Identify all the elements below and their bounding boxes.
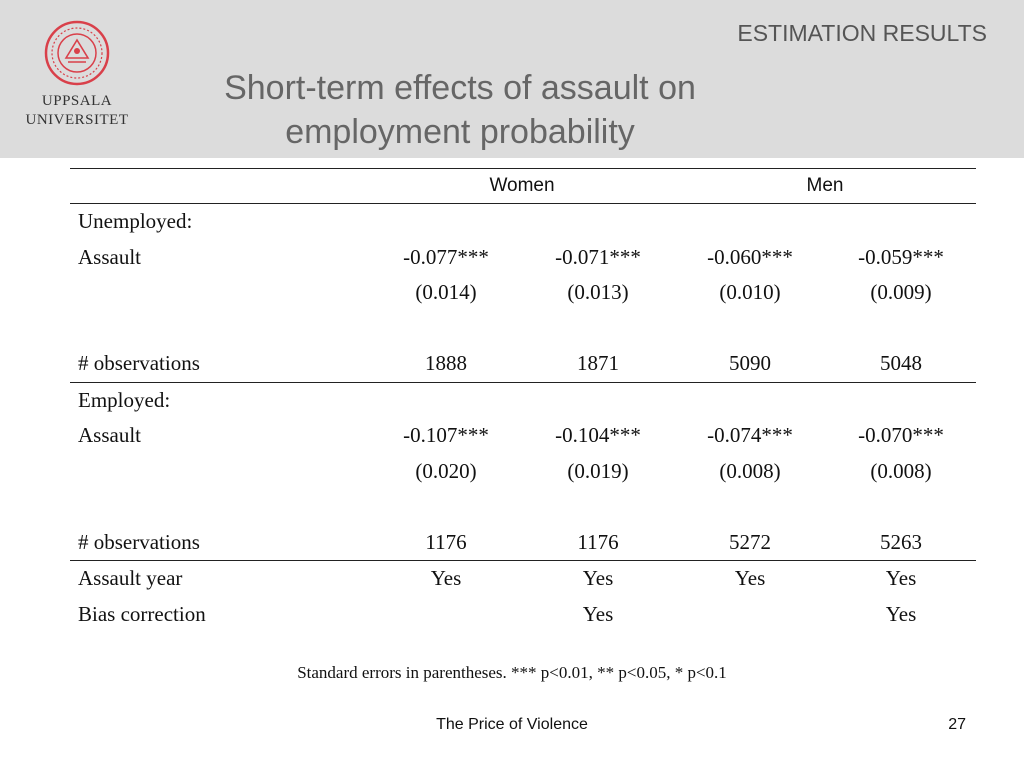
table-row: (0.020) (0.019) (0.008) (0.008) (70, 454, 976, 490)
coefficient-cell: -0.060*** (707, 244, 793, 269)
title-line-1: Short-term effects of assault on (224, 69, 696, 107)
table-row: Employed: (70, 382, 976, 418)
spacer-row (70, 311, 976, 347)
observations-cell: 1888 (370, 346, 522, 383)
university-seal-icon (44, 20, 110, 86)
table-header-row: Women Men (70, 168, 976, 204)
row-label: Assault year (78, 566, 183, 591)
std-error-cell: (0.008) (719, 458, 781, 483)
slide-title: Short-term effects of assault on employm… (150, 66, 770, 154)
coefficient-cell: -0.059*** (858, 244, 944, 269)
indicator-cell: Yes (582, 566, 614, 591)
table-row: Assault -0.077*** -0.071*** -0.060*** -0… (70, 240, 976, 276)
observations-cell: 5048 (826, 346, 976, 383)
std-error-cell: (0.014) (415, 280, 477, 305)
row-label: # observations (70, 524, 370, 561)
title-line-2: employment probability (285, 113, 635, 151)
observations-cell: 5090 (674, 346, 826, 383)
coefficient-cell: -0.070*** (858, 423, 944, 448)
indicator-cell: Yes (430, 566, 462, 591)
header-empty-cell (70, 168, 370, 204)
table-row: Bias correction Yes Yes (70, 597, 976, 633)
std-error-cell: (0.013) (567, 280, 629, 305)
indicator-cell: Yes (582, 601, 614, 626)
university-name: UPPSALA UNIVERSITET (18, 92, 136, 130)
coefficient-cell: -0.077*** (403, 244, 489, 269)
observations-cell: 1176 (370, 524, 522, 561)
coefficient-cell: -0.074*** (707, 423, 793, 448)
university-logo: UPPSALA UNIVERSITET (18, 20, 136, 140)
observations-cell: 1871 (522, 346, 674, 383)
table-row: # observations 1888 1871 5090 5048 (70, 346, 976, 383)
std-error-cell: (0.009) (870, 280, 932, 305)
slide-header: UPPSALA UNIVERSITET ESTIMATION RESULTS S… (0, 0, 1024, 158)
group-header-men: Men (674, 168, 976, 204)
indicator-cell (370, 597, 522, 633)
std-error-cell: (0.020) (415, 458, 477, 483)
observations-cell: 5272 (674, 524, 826, 561)
row-label: Assault (78, 423, 141, 448)
indicator-cell: Yes (734, 566, 766, 591)
observations-cell: 5263 (826, 524, 976, 561)
table-row: Unemployed: (70, 204, 976, 240)
std-error-cell: (0.008) (870, 458, 932, 483)
table-footnote: Standard errors in parentheses. *** p<0.… (297, 663, 727, 682)
logo-line-1: UPPSALA (41, 93, 113, 109)
panel-heading-employed: Employed: (78, 387, 171, 412)
group-header-women: Women (370, 168, 674, 204)
table-row: Assault -0.107*** -0.104*** -0.074*** -0… (70, 418, 976, 454)
footer-title: The Price of Violence (436, 716, 588, 733)
table-row: (0.014) (0.013) (0.010) (0.009) (70, 275, 976, 311)
coefficient-cell: -0.107*** (403, 423, 489, 448)
observations-cell: 1176 (522, 524, 674, 561)
std-error-cell: (0.010) (719, 280, 781, 305)
indicator-cell: Yes (885, 566, 917, 591)
row-label: # observations (70, 346, 370, 383)
indicator-cell: Yes (885, 601, 917, 626)
page-number: 27 (948, 716, 966, 733)
row-label: Assault (78, 244, 141, 269)
results-table: Women Men Unemployed: Assault -0.077*** … (70, 168, 976, 632)
table-row: Assault year Yes Yes Yes Yes (70, 561, 976, 597)
coefficient-cell: -0.071*** (555, 244, 641, 269)
spacer-row (70, 489, 976, 525)
indicator-cell (674, 597, 826, 633)
std-error-cell: (0.019) (567, 458, 629, 483)
coefficient-cell: -0.104*** (555, 423, 641, 448)
panel-heading-unemployed: Unemployed: (78, 209, 193, 234)
logo-line-2: UNIVERSITET (25, 112, 129, 128)
table-row: # observations 1176 1176 5272 5263 (70, 524, 976, 561)
section-label: ESTIMATION RESULTS (737, 20, 987, 46)
row-label: Bias correction (78, 601, 206, 626)
